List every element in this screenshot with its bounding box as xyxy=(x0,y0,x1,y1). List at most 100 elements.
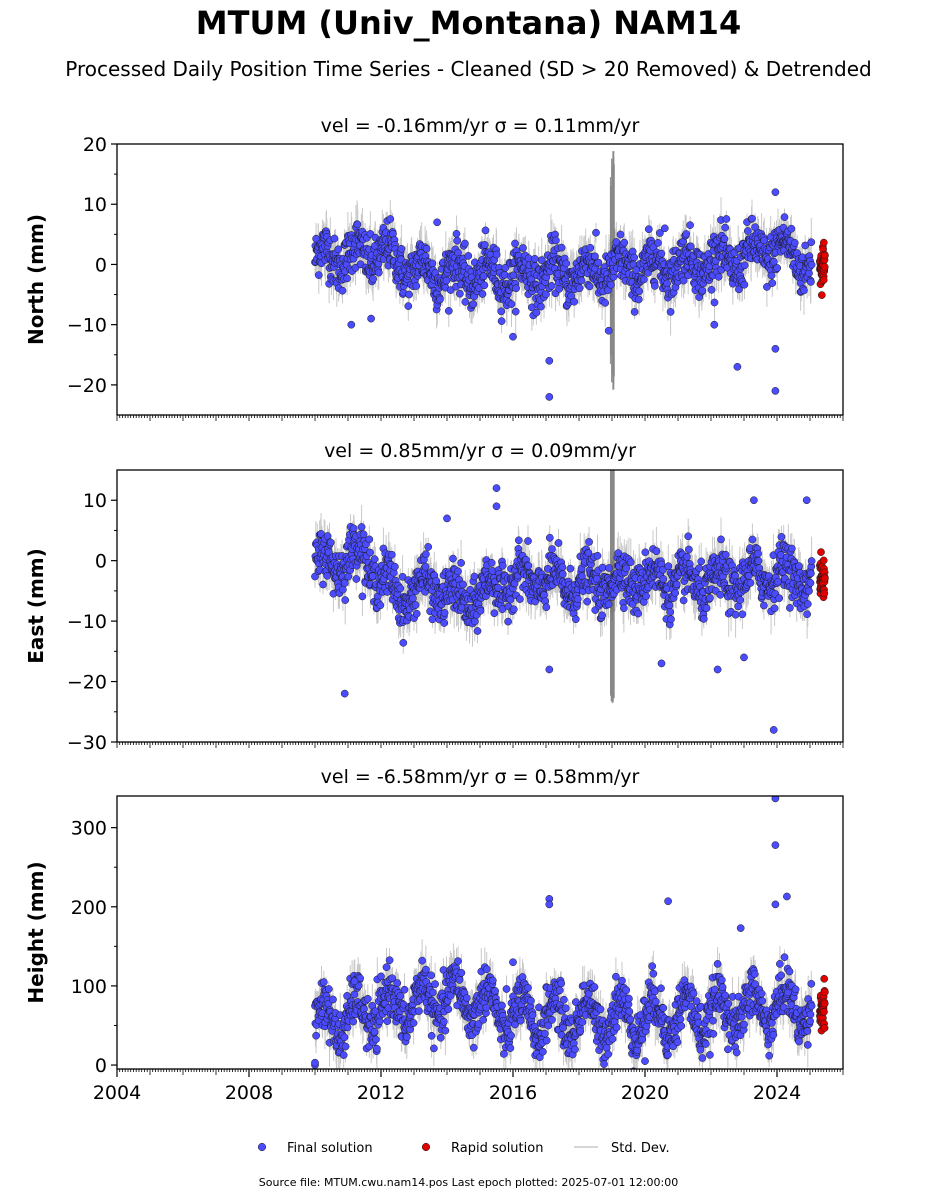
panel-2: vel = -6.58mm/yr σ = 0.58mm/yr Height (mm… xyxy=(24,766,844,1104)
final-point xyxy=(542,290,550,299)
final-point xyxy=(732,1048,741,1057)
final-point xyxy=(657,249,666,258)
final-point xyxy=(545,900,554,909)
final-point xyxy=(620,604,628,613)
final-point xyxy=(449,554,457,563)
legend-label: Rapid solution xyxy=(451,1141,543,1156)
final-point xyxy=(660,224,669,233)
final-point xyxy=(585,282,594,291)
final-point xyxy=(424,543,433,551)
final-point xyxy=(807,238,816,247)
final-point xyxy=(491,987,499,995)
final-point xyxy=(439,1017,448,1026)
final-point xyxy=(740,280,749,289)
final-point xyxy=(721,223,730,232)
final-point xyxy=(548,545,556,553)
final-point xyxy=(482,965,491,974)
final-point xyxy=(311,1058,319,1067)
final-point xyxy=(806,579,815,587)
final-point xyxy=(748,535,757,544)
final-point xyxy=(387,550,396,559)
final-point xyxy=(397,244,406,253)
final-point xyxy=(436,1033,445,1042)
rapid-point xyxy=(821,574,829,583)
final-point xyxy=(605,564,613,572)
final-point xyxy=(504,617,512,626)
final-point xyxy=(340,689,349,698)
y-tick-label: 10 xyxy=(83,194,107,216)
final-point xyxy=(591,252,599,261)
final-point xyxy=(612,1023,621,1032)
final-point xyxy=(625,994,633,1003)
final-point xyxy=(710,320,719,329)
final-point xyxy=(545,393,554,401)
final-point xyxy=(639,275,648,284)
final-point xyxy=(702,604,711,613)
final-point xyxy=(507,300,516,308)
final-point xyxy=(415,1007,423,1015)
final-point xyxy=(685,545,693,554)
final-point xyxy=(709,1016,717,1025)
final-point xyxy=(771,841,780,849)
final-point xyxy=(616,230,625,239)
final-point xyxy=(687,1002,696,1011)
x-tick-label: 2024 xyxy=(753,1082,801,1104)
final-point xyxy=(490,609,499,618)
final-point xyxy=(671,589,680,597)
final-point xyxy=(343,1023,352,1032)
final-point xyxy=(692,997,701,1006)
rapid-point xyxy=(821,988,829,996)
final-point xyxy=(807,1002,816,1010)
final-point xyxy=(422,965,430,974)
final-point xyxy=(722,215,731,223)
final-point xyxy=(469,1043,478,1052)
final-point xyxy=(511,307,520,316)
final-point xyxy=(802,496,811,505)
final-point xyxy=(803,610,811,619)
final-point xyxy=(706,1051,714,1059)
legend-swatch-final xyxy=(257,1142,267,1152)
final-point xyxy=(548,1015,556,1024)
final-point xyxy=(672,580,681,589)
final-point xyxy=(594,258,603,267)
final-point xyxy=(524,983,532,992)
final-point xyxy=(444,1005,453,1014)
final-point xyxy=(807,557,816,565)
final-point xyxy=(584,989,593,998)
final-point xyxy=(666,608,675,616)
chart-title: MTUM (Univ_Montana) NAM14 xyxy=(195,4,742,42)
y-tick-label: 0 xyxy=(95,254,107,276)
final-point xyxy=(713,960,722,968)
final-point xyxy=(711,985,719,994)
panel-title: vel = -0.16mm/yr σ = 0.11mm/yr xyxy=(321,115,640,137)
final-point xyxy=(604,600,613,609)
final-point xyxy=(607,280,615,289)
legend-label: Final solution xyxy=(287,1141,373,1156)
final-point xyxy=(558,570,567,578)
final-point xyxy=(807,260,816,269)
final-point xyxy=(453,236,462,245)
final-point xyxy=(713,665,722,674)
final-point xyxy=(641,1057,649,1065)
final-point xyxy=(560,995,568,1004)
final-point xyxy=(630,253,639,262)
final-point xyxy=(527,996,535,1005)
rapid-point xyxy=(820,999,829,1008)
final-point xyxy=(601,299,610,307)
final-point xyxy=(760,601,768,610)
final-point xyxy=(750,970,759,978)
final-point xyxy=(664,1050,672,1059)
final-point xyxy=(514,536,523,545)
final-point xyxy=(480,241,489,249)
y-tick-label: 10 xyxy=(83,490,107,512)
final-point xyxy=(736,596,745,604)
final-point xyxy=(724,999,733,1008)
final-point xyxy=(509,958,517,967)
final-point xyxy=(780,213,789,221)
final-point xyxy=(470,617,479,626)
final-point xyxy=(740,261,749,270)
final-point xyxy=(771,900,780,909)
final-point xyxy=(803,600,812,608)
final-point xyxy=(593,551,602,560)
final-point xyxy=(334,245,343,254)
